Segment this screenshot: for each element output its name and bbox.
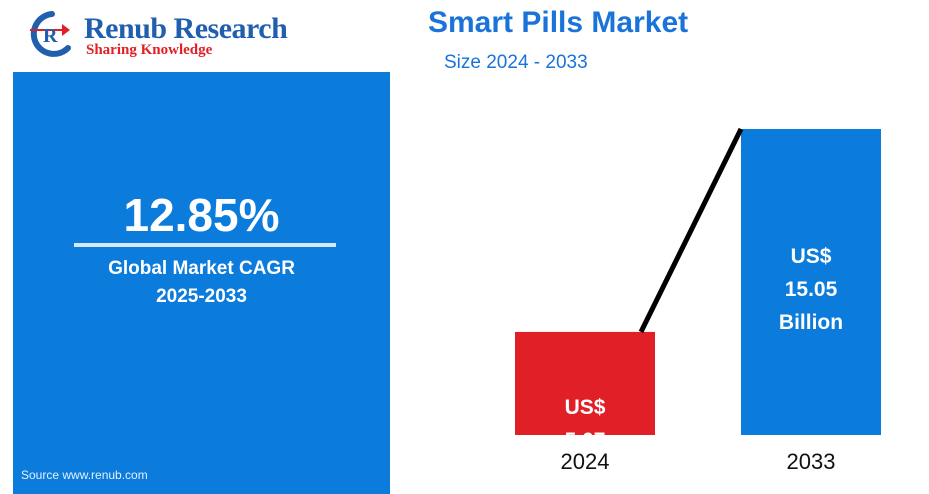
brand-name: Renub Research — [84, 12, 288, 45]
cagr-value: 12.85% — [123, 189, 280, 241]
bar-label-2024-0: US$ — [565, 396, 606, 419]
category-label-2024: 2024 — [561, 449, 610, 474]
bar-label-2033-0: US$ — [791, 245, 832, 268]
cagr-divider — [74, 243, 336, 247]
brand-tagline: Sharing Knowledge — [86, 42, 213, 58]
category-label-2033: 2033 — [787, 449, 836, 474]
bar-label-2033-2: Billion — [779, 311, 843, 334]
renub-logo: R Renub Research Sharing Knowledge — [22, 8, 312, 58]
cagr-years: 2025-2033 — [156, 286, 247, 307]
bar-label-2033-1: 15.05 — [785, 278, 838, 301]
chart-title: Smart Pills Market — [428, 6, 689, 39]
svg-text:R: R — [43, 25, 58, 47]
bar-2024 — [515, 331, 655, 435]
chart-subtitle: Size 2024 - 2033 — [444, 52, 588, 73]
source-note: Source www.renub.com — [21, 468, 148, 482]
trend-line — [638, 127, 744, 334]
bar-2033 — [741, 129, 881, 435]
renub-logo-icon: R — [30, 11, 71, 57]
cagr-label: Global Market CAGR — [108, 258, 295, 279]
bar-label-2024-2: Billion — [553, 462, 617, 485]
cagr-panel: 12.85% Global Market CAGR 2025-2033 Sour… — [13, 72, 390, 494]
bar-label-2024-1: 5.07 — [565, 429, 606, 452]
